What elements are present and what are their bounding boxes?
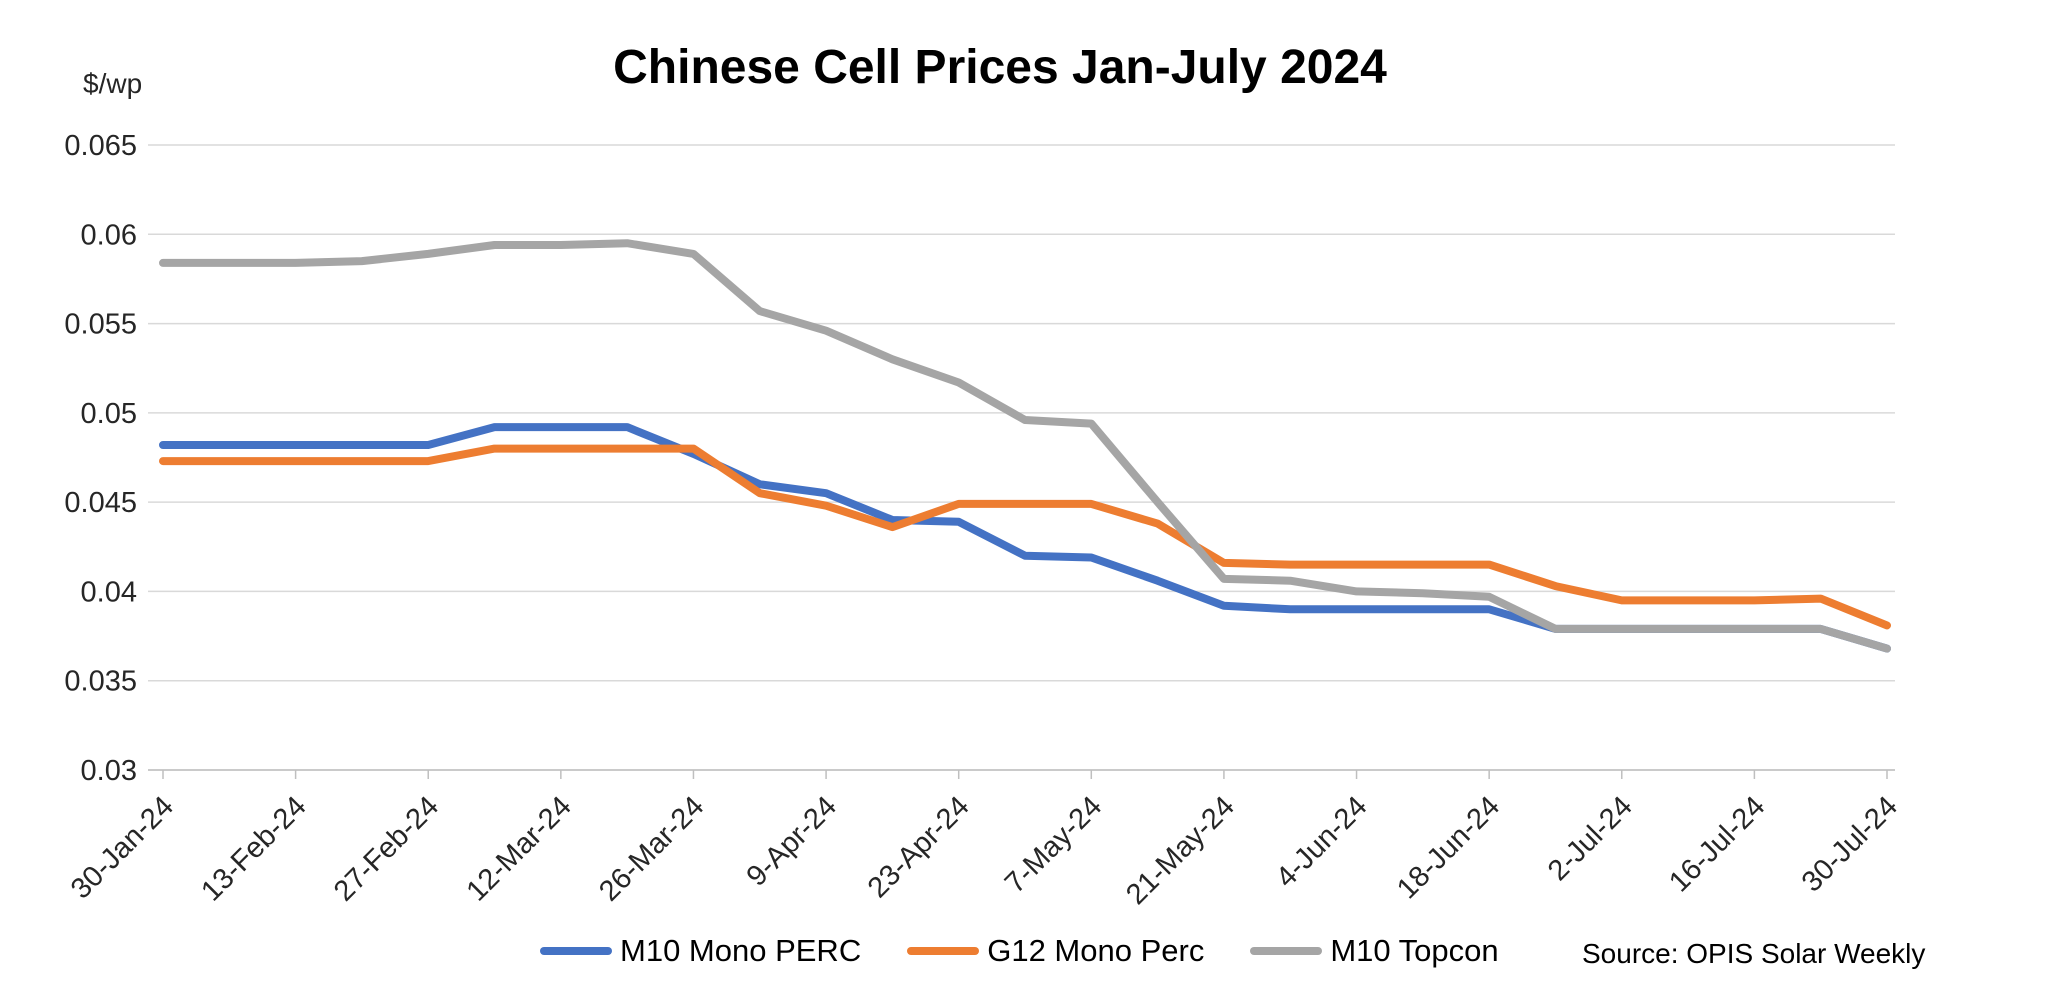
x-axis-tick-labels: 30-Jan-24 13-Feb-24 27-Feb-24 12-Mar-24 26-M… [65,790,1904,911]
legend: M10 Mono PERC G12 Mono Perc M10 Topcon [540,933,1499,969]
y-tick-label: 0.05 [81,398,137,430]
x-tick-label: 21-May-24 [1120,790,1241,911]
x-tick-label: 30-Jul-24 [1796,790,1904,898]
legend-label: M10 Topcon [1330,933,1499,968]
x-tick-label: 16-Jul-24 [1663,790,1771,898]
legend-item-g12-mono-perc: G12 Mono Perc [907,933,1204,969]
y-axis-unit-label: $/wp [83,68,143,99]
legend-item-m10-mono-perc: M10 Mono PERC [540,933,861,969]
y-tick-label: 0.055 [64,309,137,341]
x-tick-label: 13-Feb-24 [195,790,312,907]
x-tick-label: 7-May-24 [999,790,1108,899]
legend-item-m10-topcon: M10 Topcon [1250,933,1499,969]
y-tick-label: 0.045 [64,487,137,519]
series-lines [159,239,1891,653]
chart-title: Chinese Cell Prices Jan-July 2024 [613,41,1387,94]
y-tick-label: 0.06 [81,219,137,251]
x-tick-label: 26-Mar-24 [593,790,710,907]
y-tick-label: 0.065 [64,130,137,162]
x-tick-label: 9-Apr-24 [741,790,843,892]
x-axis [148,769,1895,779]
x-tick-label: 2-Jul-24 [1542,790,1639,887]
x-tick-label: 12-Mar-24 [461,790,578,907]
x-tick-label: 4-Jun-24 [1270,790,1374,894]
y-tick-label: 0.03 [81,755,137,787]
legend-label: M10 Mono PERC [620,933,862,968]
y-axis-tick-labels: 0.065 0.06 0.055 0.05 0.045 0.04 0.035 0.03 [64,130,137,787]
legend-swatch-gray-line [1250,947,1323,955]
legend-label: G12 Mono Perc [987,933,1205,968]
y-tick-label: 0.035 [64,666,137,698]
y-tick-label: 0.04 [81,576,137,608]
x-tick-label: 23-Apr-24 [862,790,976,904]
source-note: Source: OPIS Solar Weekly [1582,938,1926,969]
series-line-g12-mono-perc [159,444,1891,630]
x-tick-label: 30-Jan-24 [65,790,180,905]
series-line-m10-topcon [159,239,1891,653]
legend-swatch-orange-line [907,947,980,955]
x-tick-label: 18-Jun-24 [1391,790,1506,905]
legend-swatch-blue-line [540,947,612,955]
x-tick-label: 27-Feb-24 [328,790,445,907]
